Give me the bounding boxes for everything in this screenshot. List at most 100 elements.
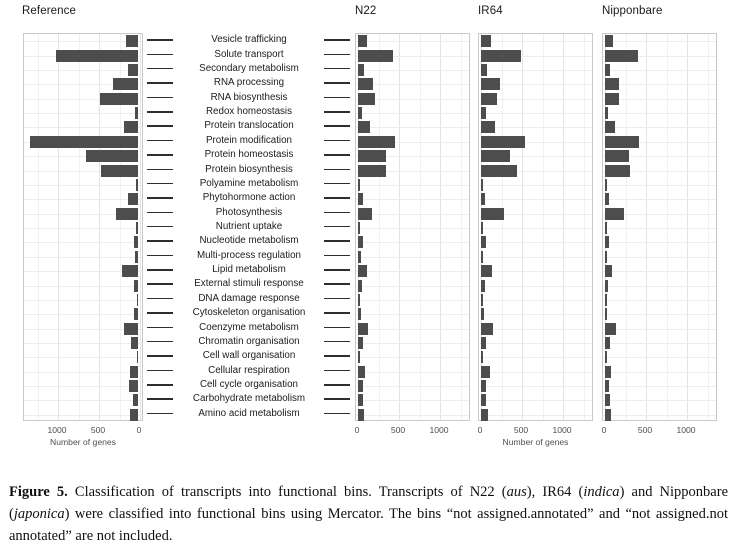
category-row: Amino acid metabolism — [143, 407, 355, 421]
category-label: Nucleotide metabolism — [199, 235, 299, 247]
bar-reference-1 — [56, 49, 138, 62]
x-tick-label: 500 — [637, 425, 653, 435]
category-tick-right — [324, 96, 350, 99]
category-label: Protein modification — [205, 134, 293, 146]
bar-ir64-18 — [481, 293, 483, 306]
gridline-row — [24, 371, 142, 373]
gridline-row — [24, 98, 142, 100]
gridline-major — [99, 34, 100, 420]
gridline-row — [24, 170, 142, 172]
category-label: Protein homeostasis — [204, 149, 294, 161]
gridline-row — [479, 199, 592, 201]
category-label: Amino acid metabolism — [198, 407, 300, 419]
bar-nipponbare-7 — [605, 135, 639, 148]
bar-n22-11 — [358, 193, 363, 206]
bar-nipponbare-4 — [605, 92, 620, 105]
bar-nipponbare-17 — [605, 279, 608, 292]
category-tick-right — [324, 369, 350, 372]
category-label: Redox homeostasis — [205, 106, 293, 118]
panel-title-ir64: IR64 — [478, 5, 503, 17]
category-tick-right — [324, 412, 350, 415]
bar-n22-21 — [358, 337, 363, 349]
category-row: Nutrient uptake — [143, 220, 355, 234]
category-tick-left — [147, 369, 173, 372]
bar-reference-19 — [133, 308, 138, 321]
gridline-row — [356, 228, 469, 229]
gridline-row — [603, 314, 716, 316]
bar-n22-13 — [358, 222, 360, 234]
gridline-row — [479, 55, 592, 57]
gridline-row — [24, 41, 142, 43]
bar-ir64-10 — [481, 178, 483, 191]
gridline-row — [603, 170, 716, 172]
category-row: RNA processing — [143, 76, 355, 90]
bar-ir64-25 — [481, 394, 487, 407]
gridline-row — [479, 328, 592, 330]
category-tick-left — [147, 53, 173, 56]
panel-ir64 — [478, 33, 593, 421]
category-row: Cytoskeleton organisation — [143, 306, 355, 320]
bar-n22-4 — [358, 92, 376, 105]
gridline-row — [603, 299, 716, 301]
x-tick-label: 500 — [90, 425, 106, 435]
gridline-row — [24, 156, 142, 158]
bar-reference-6 — [123, 121, 138, 134]
bar-nipponbare-22 — [605, 351, 607, 364]
gridline-minor — [378, 34, 380, 420]
category-tick-right — [324, 39, 350, 41]
figure-caption: Figure 5. Classification of transcripts … — [9, 481, 728, 547]
category-row: Chromatin organisation — [143, 335, 355, 349]
category-label: Solute transport — [214, 48, 284, 60]
gridline-minor — [583, 34, 585, 420]
category-row: Protein homeostasis — [143, 148, 355, 162]
x-tick-label: 1000 — [676, 425, 696, 435]
category-label: Photosynthesis — [215, 206, 283, 218]
gridline-row — [603, 386, 716, 388]
gridline-row — [24, 256, 142, 258]
category-row: Phytohormone action — [143, 191, 355, 205]
x-tick-label: 1000 — [429, 425, 449, 435]
bar-ir64-23 — [481, 365, 490, 378]
gridline-row — [24, 228, 142, 229]
bar-ir64-3 — [481, 78, 501, 91]
category-row: Coenzyme metabolism — [143, 320, 355, 334]
gridline-row — [479, 343, 592, 344]
bar-n22-16 — [358, 265, 367, 278]
bar-reference-3 — [112, 78, 138, 91]
bar-reference-24 — [129, 380, 138, 393]
bar-ir64-12 — [481, 207, 504, 220]
gridline-row — [603, 285, 716, 287]
category-row: Redox homeostasis — [143, 105, 355, 119]
bar-nipponbare-6 — [605, 121, 616, 134]
category-tick-left — [147, 168, 173, 170]
category-row: Solute transport — [143, 47, 355, 61]
category-tick-right — [324, 125, 350, 127]
gridline-row — [603, 400, 716, 402]
category-tick-left — [147, 312, 173, 314]
gridline-row — [356, 357, 469, 359]
panel-title-n22: N22 — [355, 5, 377, 17]
x-tick-label: 0 — [136, 425, 142, 435]
bar-n22-8 — [358, 150, 387, 163]
bar-nipponbare-13 — [605, 222, 607, 234]
category-tick-right — [324, 154, 350, 156]
gridline-row — [24, 299, 142, 301]
x-axis-title: Number of genes — [50, 437, 116, 447]
gridline-row — [603, 55, 716, 57]
x-tick-label: 0 — [354, 425, 360, 435]
category-label: Cytoskeleton organisation — [192, 307, 306, 319]
gridline-row — [603, 213, 716, 215]
gridline-row — [356, 98, 469, 100]
category-tick-left — [147, 67, 173, 70]
category-tick-right — [324, 297, 350, 300]
gridline-row — [603, 69, 716, 71]
gridline-row — [356, 184, 469, 186]
category-tick-left — [147, 398, 173, 400]
gridline-row — [479, 400, 592, 402]
bar-reference-4 — [99, 92, 138, 105]
bar-reference-14 — [133, 236, 138, 249]
gridline-minor — [78, 34, 80, 420]
caption-text: ) were classified into functional bins u… — [9, 505, 728, 544]
gridline-row — [356, 256, 469, 258]
category-label: Coenzyme metabolism — [199, 321, 299, 333]
